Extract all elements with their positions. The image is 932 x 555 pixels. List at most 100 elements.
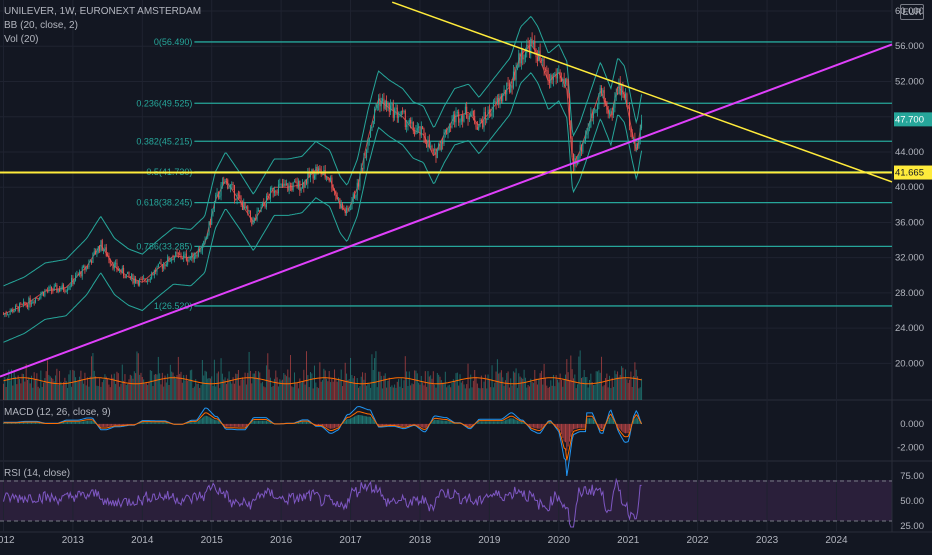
candle-body bbox=[613, 108, 614, 115]
macd-histogram-bar bbox=[560, 424, 561, 431]
macd-histogram-bar bbox=[102, 424, 103, 427]
bb-legend[interactable]: BB (20, close, 2) bbox=[4, 20, 78, 31]
candle-body bbox=[223, 182, 224, 184]
candle-body bbox=[441, 142, 442, 150]
volume-bar bbox=[27, 380, 28, 400]
candle-body bbox=[406, 125, 407, 127]
macd-histogram-bar bbox=[152, 422, 153, 424]
volume-bar bbox=[226, 384, 227, 400]
macd-histogram-bar bbox=[448, 421, 449, 424]
macd-histogram-bar bbox=[434, 420, 435, 424]
volume-bar bbox=[449, 385, 450, 400]
candle-body bbox=[566, 79, 567, 82]
candle-body bbox=[99, 246, 100, 251]
macd-histogram-bar bbox=[146, 422, 147, 424]
rsi-legend[interactable]: RSI (14, close) bbox=[4, 468, 70, 479]
macd-legend[interactable]: MACD (12, 26, close, 9) bbox=[4, 407, 111, 418]
macd-histogram-bar bbox=[387, 424, 388, 425]
macd-histogram-bar bbox=[155, 422, 156, 424]
volume-bar bbox=[379, 372, 380, 400]
macd-histogram-bar bbox=[335, 424, 336, 428]
candle-body bbox=[532, 39, 533, 44]
candle-body bbox=[387, 103, 388, 106]
volume-bar bbox=[386, 388, 387, 400]
volume-bar bbox=[518, 373, 519, 400]
candle-body bbox=[251, 218, 252, 224]
volume-bar bbox=[540, 373, 541, 400]
volume-bar bbox=[307, 375, 308, 400]
volume-bar bbox=[342, 386, 343, 400]
volume-bar bbox=[166, 382, 167, 400]
candle-body bbox=[612, 111, 613, 115]
macd-histogram-bar bbox=[195, 422, 196, 424]
volume-bar bbox=[480, 388, 481, 400]
candle-body bbox=[279, 184, 280, 185]
macd-histogram-bar bbox=[373, 420, 374, 424]
volume-bar bbox=[257, 378, 258, 400]
volume-bar bbox=[190, 370, 191, 400]
volume-bar bbox=[136, 351, 137, 400]
macd-histogram-bar bbox=[365, 416, 366, 424]
volume-legend[interactable]: Vol (20) bbox=[4, 34, 38, 45]
macd-histogram-bar bbox=[490, 421, 491, 423]
macd-histogram-bar bbox=[199, 420, 200, 424]
candle-body bbox=[375, 108, 376, 109]
volume-bar bbox=[102, 382, 103, 400]
volume-bar bbox=[47, 360, 48, 400]
macd-histogram-bar bbox=[581, 424, 582, 428]
volume-bar bbox=[72, 370, 73, 400]
candle-body bbox=[418, 126, 419, 128]
macd-histogram-bar bbox=[509, 419, 510, 424]
candle-body bbox=[457, 112, 458, 113]
volume-bar bbox=[496, 372, 497, 400]
macd-histogram-bar bbox=[470, 424, 471, 426]
volume-bar bbox=[558, 382, 559, 400]
macd-histogram-bar bbox=[110, 424, 111, 426]
volume-bar bbox=[15, 377, 16, 400]
x-tick-label: 2012 bbox=[0, 535, 15, 546]
candle-body bbox=[87, 267, 88, 268]
candle-body bbox=[122, 268, 123, 273]
macd-histogram-bar bbox=[299, 422, 300, 424]
candle-body bbox=[237, 195, 238, 200]
candle-body bbox=[386, 101, 387, 107]
volume-bar bbox=[489, 379, 490, 400]
candle-body bbox=[111, 264, 112, 265]
volume-bar bbox=[159, 373, 160, 400]
volume-bar bbox=[375, 351, 376, 400]
volume-bar bbox=[337, 382, 338, 400]
volume-bar bbox=[46, 371, 47, 400]
volume-bar bbox=[32, 388, 33, 400]
volume-bar bbox=[287, 369, 288, 400]
macd-histogram-bar bbox=[370, 417, 371, 424]
candle-body bbox=[505, 90, 506, 94]
macd-histogram-bar bbox=[258, 421, 259, 424]
candle-body bbox=[148, 279, 149, 280]
candle-body bbox=[423, 129, 424, 137]
macd-histogram-bar bbox=[88, 421, 89, 424]
volume-bar bbox=[54, 381, 55, 400]
volume-bar bbox=[50, 376, 51, 400]
macd-histogram-bar bbox=[215, 420, 216, 424]
volume-bar bbox=[120, 384, 121, 400]
volume-bar bbox=[589, 380, 590, 400]
currency-button[interactable]: EUR bbox=[900, 4, 924, 20]
macd-histogram-bar bbox=[227, 424, 228, 427]
macd-histogram-bar bbox=[270, 422, 271, 424]
candle-body bbox=[604, 90, 605, 101]
macd-histogram-bar bbox=[158, 422, 159, 424]
macd-histogram-bar bbox=[394, 424, 395, 425]
candle-body bbox=[405, 111, 406, 127]
candle-body bbox=[285, 184, 286, 186]
rsi-band-fill bbox=[0, 480, 892, 521]
candle-body bbox=[510, 85, 511, 92]
macd-histogram-bar bbox=[338, 424, 339, 427]
volume-bar bbox=[410, 385, 411, 400]
candle-body bbox=[411, 122, 412, 123]
volume-bar bbox=[278, 386, 279, 400]
x-tick-label: 2013 bbox=[62, 535, 85, 546]
volume-bar bbox=[197, 384, 198, 400]
volume-bar bbox=[114, 374, 115, 400]
